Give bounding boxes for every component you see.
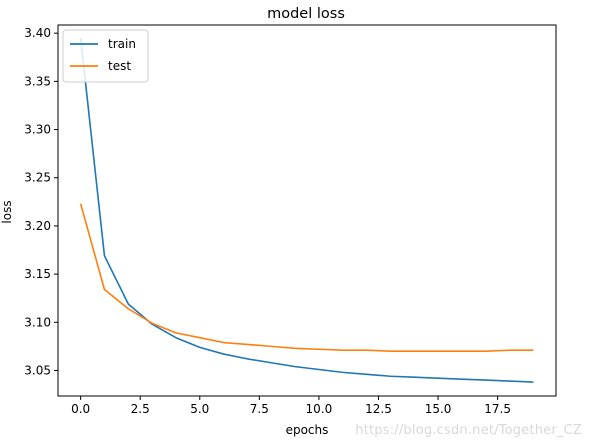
legend-label-train: train xyxy=(108,37,136,51)
y-tick-label: 3.15 xyxy=(24,267,51,281)
x-tick-label: 15.0 xyxy=(425,402,452,416)
x-tick-label: 0.0 xyxy=(71,402,90,416)
series-line-test xyxy=(79,203,534,352)
series-line-train xyxy=(79,37,534,383)
y-tick-label: 3.25 xyxy=(24,171,51,185)
y-tick-label: 3.10 xyxy=(24,315,51,329)
x-tick-label: 7.5 xyxy=(250,402,269,416)
watermark: https://blog.csdn.net/Together_CZ xyxy=(355,423,582,438)
legend-box xyxy=(62,29,149,83)
plot-area xyxy=(58,25,556,396)
y-tick-label: 3.30 xyxy=(24,123,51,137)
plot-frame xyxy=(57,24,557,397)
x-tick-label: 2.5 xyxy=(131,402,150,416)
x-axis-label: epochs xyxy=(286,423,329,437)
legend: train test xyxy=(62,29,149,83)
y-axis-label: loss xyxy=(0,200,14,223)
x-tick-label: 12.5 xyxy=(365,402,392,416)
x-tick-label: 5.0 xyxy=(190,402,209,416)
y-tick-label: 3.35 xyxy=(24,74,51,88)
y-tick-label: 3.40 xyxy=(24,26,51,40)
y-axis-ticks: 3.05 3.10 3.15 3.20 3.25 3.30 3.35 3.40 xyxy=(24,26,58,377)
x-axis-ticks: 0.0 2.5 5.0 7.5 10.0 12.5 15.0 17.5 xyxy=(71,396,511,416)
y-tick-label: 3.20 xyxy=(24,219,51,233)
legend-label-test: test xyxy=(108,59,131,73)
y-tick-label: 3.05 xyxy=(24,363,51,377)
x-tick-label: 10.0 xyxy=(306,402,333,416)
series-layer xyxy=(79,37,534,383)
chart-title: model loss xyxy=(267,6,345,22)
x-tick-label: 17.5 xyxy=(484,402,511,416)
